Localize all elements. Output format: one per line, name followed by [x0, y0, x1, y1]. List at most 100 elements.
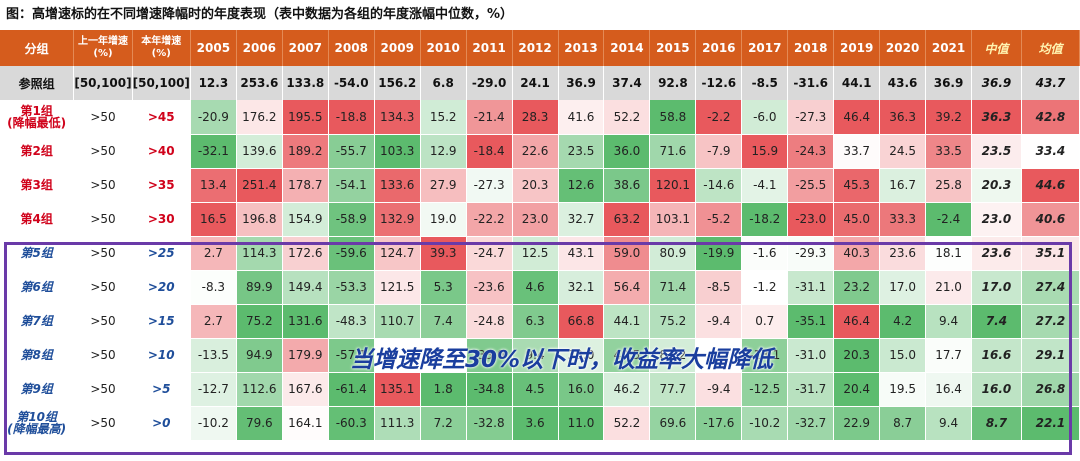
- group-name: 参照组: [0, 66, 75, 100]
- column-header: 2015: [649, 30, 697, 66]
- median-cell: 23.6: [971, 236, 1022, 271]
- value-cell: -12.5: [741, 372, 789, 407]
- column-header: 上一年增速(%): [73, 30, 133, 66]
- value-cell: 176.2: [236, 100, 283, 135]
- column-header: 2007: [282, 30, 329, 66]
- header-row: 分组 上一年增速(%) 本年增速(%) 2005 2006 2007 2008 2009 201…: [0, 30, 1080, 66]
- group-name: 第8组: [0, 338, 75, 373]
- value-cell: 43.6: [879, 66, 927, 100]
- value-cell: 120.1: [649, 168, 697, 203]
- cur-growth: >0: [132, 406, 191, 441]
- group-name: 第1组 (降幅最低): [0, 100, 75, 135]
- value-cell: 24.5: [879, 134, 927, 169]
- column-header: 中值: [971, 30, 1022, 66]
- value-cell: 22.9: [833, 406, 881, 441]
- value-cell: 131.6: [282, 304, 329, 339]
- value-cell: 12.6: [558, 168, 605, 203]
- group-row: 第10组 (降幅最高) >50 >0 -10.2 79.6 164.1 -60.3 111.3 7…: [0, 406, 1080, 441]
- value-cell: -19.9: [695, 236, 743, 271]
- cur-growth: >10: [132, 338, 191, 373]
- value-cell: -31.0: [787, 338, 835, 373]
- value-cell: 44.1: [603, 304, 651, 339]
- value-cell: -32.7: [787, 406, 835, 441]
- value-cell: 32.1: [558, 270, 605, 305]
- value-cell: 33.0: [558, 338, 605, 373]
- value-cell: 44.1: [833, 66, 881, 100]
- value-cell: 69.6: [649, 406, 697, 441]
- value-cell: -24.8: [466, 304, 513, 339]
- value-cell: -20.9: [190, 100, 237, 135]
- mean-cell: 42.8: [1021, 100, 1080, 135]
- value-cell: [695, 338, 743, 373]
- value-cell: 12.3: [190, 66, 237, 100]
- cur-growth: >15: [132, 304, 191, 339]
- value-cell: 17.7: [925, 338, 973, 373]
- mean-cell: 35.1: [1021, 236, 1080, 271]
- value-cell: 79.6: [236, 406, 283, 441]
- returns-table: 分组 上一年增速(%) 本年增速(%) 2005 2006 2007 2008 2009 201…: [0, 30, 1080, 441]
- value-cell: -1.2: [741, 270, 789, 305]
- value-cell: 133.8: [282, 66, 329, 100]
- median-cell: 17.0: [971, 270, 1022, 305]
- mean-cell: 40.6: [1021, 202, 1080, 237]
- mean-cell: 44.6: [1021, 168, 1080, 203]
- value-cell: 124.7: [374, 236, 421, 271]
- column-header: 2006: [236, 30, 283, 66]
- value-cell: -54.1: [328, 168, 375, 203]
- value-cell: 18.1: [925, 236, 973, 271]
- value-cell: 28.3: [512, 100, 559, 135]
- mean-cell: 27.4: [1021, 270, 1080, 305]
- value-cell: -31.7: [787, 372, 835, 407]
- value-cell: 63.2: [603, 202, 651, 237]
- group-label: 第9组: [20, 382, 53, 396]
- value-cell: 46.2: [603, 372, 651, 407]
- value-cell: -10.2: [190, 406, 237, 441]
- value-cell: 59.0: [603, 236, 651, 271]
- value-cell: 80.9: [649, 236, 697, 271]
- value-cell: 23.0: [512, 202, 559, 237]
- value-cell: 139.6: [236, 134, 283, 169]
- value-cell: 39.2: [925, 100, 973, 135]
- group-label: 第1组: [20, 103, 53, 118]
- value-cell: 46.4: [833, 100, 881, 135]
- value-cell: 103.3: [374, 134, 421, 169]
- value-cell: -14.6: [695, 168, 743, 203]
- group-label: 第5组: [20, 246, 53, 260]
- value-cell: -2.4: [925, 202, 973, 237]
- value-cell: 135.1: [374, 372, 421, 407]
- column-header: 均值: [1021, 30, 1080, 66]
- value-cell: 6.3: [512, 304, 559, 339]
- value-cell: 58.8: [649, 100, 697, 135]
- value-cell: 71.6: [649, 134, 697, 169]
- value-cell: 41.6: [558, 100, 605, 135]
- value-cell: -59.6: [328, 236, 375, 271]
- value-cell: 66.8: [558, 304, 605, 339]
- value-cell: -27.3: [466, 168, 513, 203]
- prev-growth: >50: [73, 236, 133, 271]
- group-name: 第9组: [0, 372, 75, 407]
- value-cell: 17.0: [879, 270, 927, 305]
- value-cell: 25.8: [925, 168, 973, 203]
- column-header: 2017: [741, 30, 789, 66]
- value-cell: -29.0: [466, 66, 513, 100]
- value-cell: -24.3: [787, 134, 835, 169]
- mean-cell: 29.1: [1021, 338, 1080, 373]
- value-cell: 33.7: [833, 134, 881, 169]
- group-row: 第4组 >50 >30 16.5 196.8 154.9 -58.9 132.9 19.0 -22…: [0, 202, 1080, 237]
- group-note: (降幅最高): [7, 422, 67, 436]
- value-cell: 8.7: [879, 406, 927, 441]
- value-cell: 27.9: [420, 168, 467, 203]
- group-label: 第7组: [20, 314, 53, 328]
- value-cell: -7.9: [695, 134, 743, 169]
- annotation-text: 当增速降至30%以下时，收益率大幅降低: [350, 347, 774, 373]
- value-cell: 12.5: [512, 236, 559, 271]
- value-cell: 253.6: [236, 66, 283, 100]
- cur-growth: >5: [132, 372, 191, 407]
- group-note: (降幅最低): [7, 115, 67, 130]
- mean-cell: 27.2: [1021, 304, 1080, 339]
- value-cell: 7.2: [420, 406, 467, 441]
- group-row: 第9组 >50 >5 -12.7 112.6 167.6 -61.4 135.1 1.8 -34.…: [0, 372, 1080, 407]
- value-cell: -9.4: [695, 372, 743, 407]
- cur-growth: >40: [132, 134, 191, 169]
- prev-growth: >50: [73, 338, 133, 373]
